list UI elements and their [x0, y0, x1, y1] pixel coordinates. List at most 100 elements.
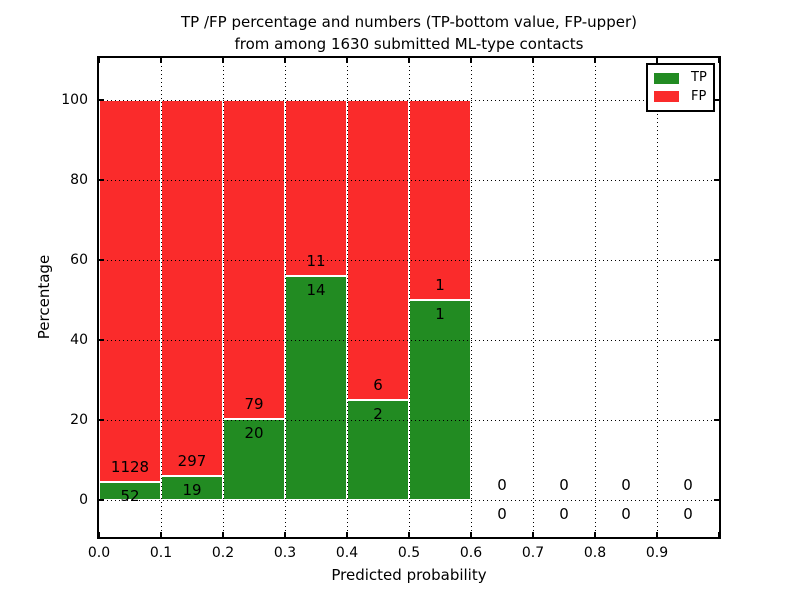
x-tick-label: 0.5 [397, 545, 421, 561]
y-tick-right [714, 99, 719, 101]
x-tick-bottom [222, 532, 224, 537]
chart-title: TP /FP percentage and numbers (TP-bottom… [99, 11, 719, 55]
fp-count-label: 11 [306, 252, 326, 270]
tp-bar-segment [409, 300, 471, 500]
x-tick-top [284, 58, 286, 63]
gridline-vertical [222, 58, 224, 537]
x-tick-label: 0.6 [459, 545, 483, 561]
x-tick-label: 0.7 [521, 545, 545, 561]
x-tick-label: 0.2 [211, 545, 235, 561]
y-tick-right [714, 259, 719, 261]
y-tick-left [99, 419, 104, 421]
fp-bar-segment [347, 100, 409, 400]
x-tick-bottom [284, 532, 286, 537]
tp-count-label: 52 [120, 487, 140, 506]
y-tick-left [99, 99, 104, 101]
tp-count-label: 0 [683, 505, 693, 523]
fp-legend-swatch [654, 91, 679, 103]
x-tick-top [718, 58, 720, 63]
x-tick-label: 0.8 [583, 545, 607, 561]
tp-count-label: 0 [559, 505, 569, 523]
fp-bar-segment [99, 100, 161, 483]
x-tick-bottom [594, 532, 596, 537]
y-tick-left [99, 499, 104, 501]
x-tick-label: 0.4 [335, 545, 359, 561]
x-tick-top [98, 58, 100, 63]
fp-count-label: 0 [621, 476, 631, 494]
chart-title-line2: from among 1630 submitted ML-type contac… [234, 35, 584, 53]
y-tick-label: 100 [61, 92, 88, 108]
fp-bar-segment [409, 100, 471, 300]
fp-count-label: 0 [683, 476, 693, 494]
gridline-horizontal [99, 99, 719, 101]
y-axis-label: Percentage [35, 254, 53, 340]
y-tick-label: 0 [79, 492, 88, 508]
plot-area: 1128 52 297 19 79 20 11 14 6 2 1 1 0 0 0 0 0 0 0 0 [97, 56, 721, 539]
gridline-horizontal [99, 499, 719, 501]
y-tick-right [714, 179, 719, 181]
gridline-vertical [656, 58, 658, 537]
tp-bar-segment [285, 276, 347, 500]
x-tick-top [594, 58, 596, 63]
y-tick-left [99, 339, 104, 341]
chart-title-line1: TP /FP percentage and numbers (TP-bottom… [181, 13, 637, 31]
x-tick-top [222, 58, 224, 63]
y-tick-label: 20 [70, 412, 88, 428]
x-tick-top [160, 58, 162, 63]
gridline-vertical [470, 58, 472, 537]
tp-count-label: 2 [373, 405, 383, 423]
y-tick-left [99, 259, 104, 261]
gridline-vertical [160, 58, 162, 537]
gridline-vertical [594, 58, 596, 537]
y-tick-label: 80 [70, 172, 88, 188]
x-tick-top [346, 58, 348, 63]
legend-entry: TP [654, 71, 713, 85]
legend-label: TP [691, 70, 707, 86]
fp-count-label: 1 [435, 276, 445, 294]
fp-count-label: 297 [177, 451, 207, 470]
gridline-horizontal [99, 339, 719, 341]
x-tick-bottom [346, 532, 348, 537]
tp-count-label: 19 [182, 480, 202, 499]
x-tick-bottom [656, 532, 658, 537]
x-tick-label: 0.9 [645, 545, 669, 561]
x-tick-top [532, 58, 534, 63]
tp-count-label: 0 [621, 505, 631, 523]
x-tick-label: 0.0 [87, 545, 111, 561]
tp-bar-segment [347, 400, 409, 500]
x-tick-bottom [408, 532, 410, 537]
tp-count-label: 20 [244, 424, 264, 443]
y-tick-label: 40 [70, 332, 88, 348]
gridline-horizontal [99, 419, 719, 421]
x-tick-top [470, 58, 472, 63]
x-tick-bottom [160, 532, 162, 537]
fp-count-label: 1128 [110, 458, 150, 477]
gridline-horizontal [99, 179, 719, 181]
x-tick-bottom [98, 532, 100, 537]
fp-count-label: 0 [497, 476, 507, 494]
x-tick-label: 0.3 [273, 545, 297, 561]
gridline-vertical [346, 58, 348, 537]
tp-count-label: 1 [435, 305, 445, 323]
x-tick-bottom [532, 532, 534, 537]
tp-count-label: 14 [306, 281, 326, 299]
gridline-vertical [284, 58, 286, 537]
tp-bar-segment [161, 475, 223, 500]
gridline-vertical [408, 58, 410, 537]
fp-bar-segment [161, 100, 223, 476]
legend: TP FP [646, 63, 715, 112]
gridline-horizontal [99, 259, 719, 261]
fp-count-label: 6 [373, 376, 383, 394]
x-tick-bottom [470, 532, 472, 537]
legend-label: FP [691, 88, 707, 104]
fp-count-label: 79 [244, 395, 264, 414]
y-tick-right [714, 419, 719, 421]
x-axis-label: Predicted probability [331, 566, 487, 584]
x-tick-top [656, 58, 658, 63]
y-tick-right [714, 339, 719, 341]
gridline-vertical [532, 58, 534, 537]
fp-count-label: 0 [559, 476, 569, 494]
legend-entry: FP [654, 88, 713, 104]
y-tick-label: 60 [70, 252, 88, 268]
